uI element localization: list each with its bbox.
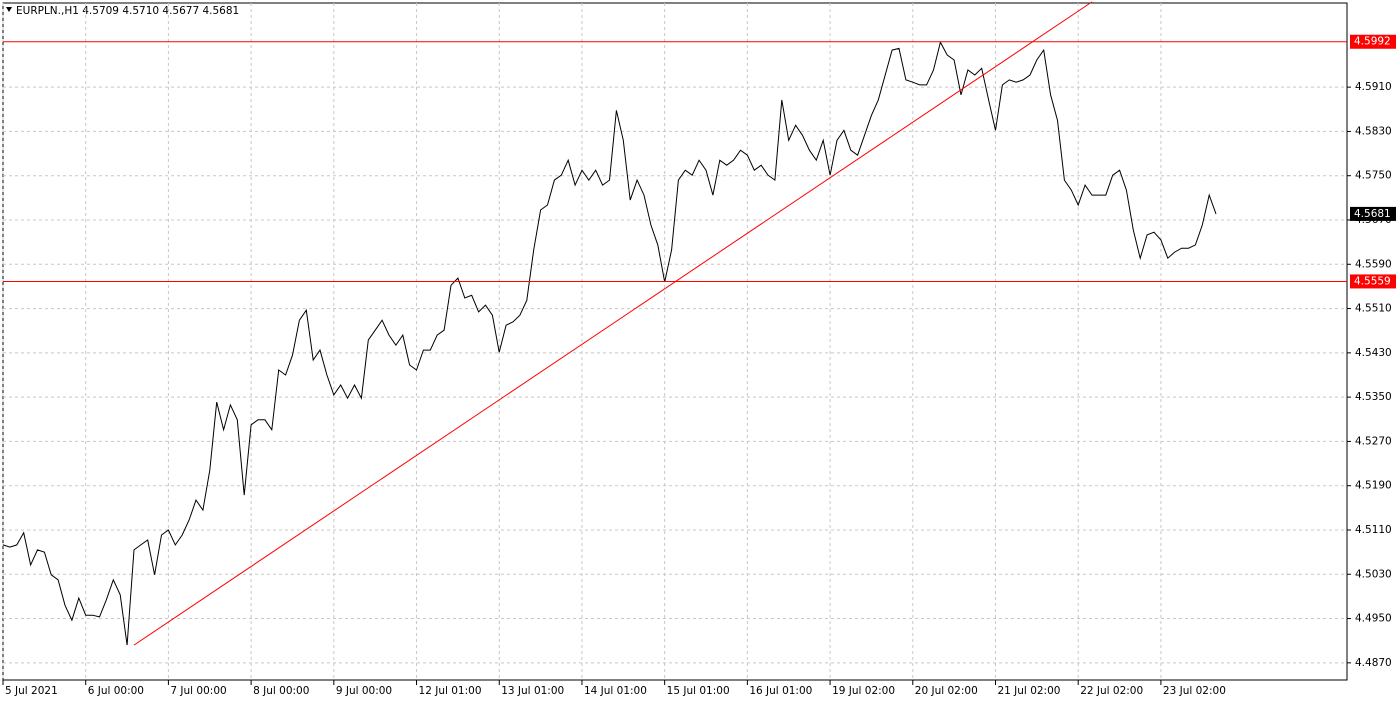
x-tick-label: 7 Jul 00:00 — [170, 685, 226, 697]
y-tick-label: 4.5430 — [1355, 347, 1392, 359]
x-tick-label: 12 Jul 01:00 — [419, 685, 482, 697]
x-tick-label: 21 Jul 02:00 — [997, 685, 1060, 697]
x-tick-label: 9 Jul 00:00 — [336, 685, 392, 697]
y-tick-label: 4.5910 — [1355, 81, 1392, 93]
y-tick-label: 4.5350 — [1355, 391, 1392, 403]
x-tick-label: 14 Jul 01:00 — [584, 685, 647, 697]
level-tag — [1350, 274, 1396, 289]
y-tick-label: 4.5110 — [1355, 524, 1392, 536]
price-tag — [1350, 206, 1396, 221]
y-tick-label: 4.4870 — [1355, 657, 1392, 669]
x-tick-label: 8 Jul 00:00 — [253, 685, 309, 697]
y-tick-label: 4.5750 — [1355, 170, 1392, 182]
level-tag — [1350, 34, 1396, 49]
y-tick-label: 4.5030 — [1355, 568, 1392, 580]
y-tick-label: 4.5190 — [1355, 480, 1392, 492]
menu-arrow — [6, 7, 12, 12]
y-tick-label: 4.5590 — [1355, 258, 1392, 270]
y-tick-label: 4.4950 — [1355, 613, 1392, 625]
price-line — [2, 40, 1217, 646]
trendline — [133, 1, 1093, 646]
x-tick-label: 13 Jul 01:00 — [501, 685, 564, 697]
y-tick-label: 4.5270 — [1355, 435, 1392, 447]
plot-frame — [2, 2, 1348, 681]
x-tick-label: 23 Jul 02:00 — [1163, 685, 1226, 697]
x-tick-label: 19 Jul 02:00 — [832, 685, 895, 697]
level-label: 4.5559 — [1354, 275, 1391, 287]
x-tick-label: 15 Jul 01:00 — [667, 685, 730, 697]
price-label: 4.5681 — [1354, 208, 1391, 220]
y-tick-label: 4.5510 — [1355, 303, 1392, 315]
y-tick-label: 4.5830 — [1355, 125, 1392, 137]
x-tick-label: 20 Jul 02:00 — [915, 685, 978, 697]
x-tick-label: 16 Jul 01:00 — [749, 685, 812, 697]
level-label: 4.5992 — [1354, 36, 1391, 48]
x-tick-label: 5 Jul 2021 — [5, 685, 58, 697]
chart-title: EURPLN.,H1 4.5709 4.5710 4.5677 4.5681 — [16, 5, 239, 17]
x-tick-label: 6 Jul 00:00 — [88, 685, 144, 697]
x-tick-label: 22 Jul 02:00 — [1080, 685, 1143, 697]
